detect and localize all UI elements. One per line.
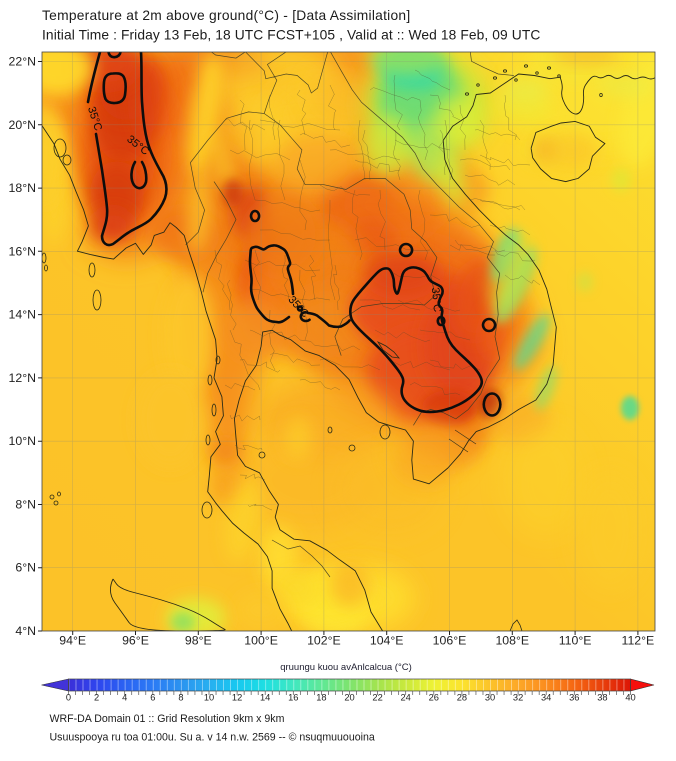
svg-text:22°N: 22°N — [9, 55, 36, 69]
svg-text:18°N: 18°N — [9, 181, 36, 195]
svg-text:94°E: 94°E — [59, 634, 86, 648]
svg-text:100°E: 100°E — [244, 634, 278, 648]
svg-text:35°C: 35°C — [429, 287, 443, 313]
svg-text:12°N: 12°N — [9, 371, 36, 385]
svg-text:18: 18 — [316, 693, 326, 703]
svg-text:0: 0 — [66, 693, 71, 703]
svg-text:2: 2 — [94, 693, 99, 703]
svg-text:Initial Time : Friday 13 Feb,: Initial Time : Friday 13 Feb, 18 UTC FCS… — [42, 28, 540, 43]
svg-text:8: 8 — [178, 693, 183, 703]
svg-text:12: 12 — [232, 693, 242, 703]
svg-text:Usuuspooya ru toa 01:00u. Su a: Usuuspooya ru toa 01:00u. Su a. v 14 n.w… — [50, 732, 375, 744]
svg-text:28: 28 — [457, 693, 467, 703]
svg-text:4: 4 — [122, 693, 127, 703]
svg-text:26: 26 — [429, 693, 439, 703]
svg-text:96°E: 96°E — [122, 634, 149, 648]
svg-text:36: 36 — [569, 693, 579, 703]
svg-text:16°N: 16°N — [9, 244, 36, 258]
svg-text:106°E: 106°E — [433, 634, 467, 648]
svg-text:WRF-DA Domain 01 :: Grid Resol: WRF-DA Domain 01 :: Grid Resolution 9km … — [50, 713, 285, 725]
svg-text:qruungu kuou avAnlcalcua (°C): qruungu kuou avAnlcalcua (°C) — [280, 662, 412, 673]
svg-text:10°N: 10°N — [9, 434, 36, 448]
svg-text:10: 10 — [204, 693, 214, 703]
svg-text:110°E: 110°E — [559, 634, 592, 648]
svg-text:38: 38 — [597, 693, 607, 703]
svg-text:14°N: 14°N — [9, 308, 36, 322]
svg-text:6: 6 — [150, 693, 155, 703]
svg-text:102°E: 102°E — [307, 634, 341, 648]
svg-text:108°E: 108°E — [495, 634, 529, 648]
svg-text:20°N: 20°N — [9, 118, 36, 132]
svg-text:24: 24 — [401, 693, 411, 703]
svg-text:32: 32 — [513, 693, 523, 703]
svg-text:40: 40 — [625, 693, 635, 703]
svg-text:Temperature at 2m above ground: Temperature at 2m above ground(°C) - [Da… — [42, 8, 410, 23]
svg-text:4°N: 4°N — [15, 624, 36, 638]
svg-text:34: 34 — [541, 693, 551, 703]
svg-text:20: 20 — [344, 693, 354, 703]
svg-text:8°N: 8°N — [15, 498, 36, 512]
svg-text:22: 22 — [372, 693, 382, 703]
svg-text:104°E: 104°E — [370, 634, 404, 648]
svg-text:30: 30 — [485, 693, 495, 703]
svg-text:6°N: 6°N — [15, 561, 36, 575]
svg-text:16: 16 — [288, 693, 298, 703]
svg-text:98°E: 98°E — [185, 634, 212, 648]
svg-text:14: 14 — [260, 693, 270, 703]
svg-text:112°E: 112°E — [622, 634, 655, 648]
